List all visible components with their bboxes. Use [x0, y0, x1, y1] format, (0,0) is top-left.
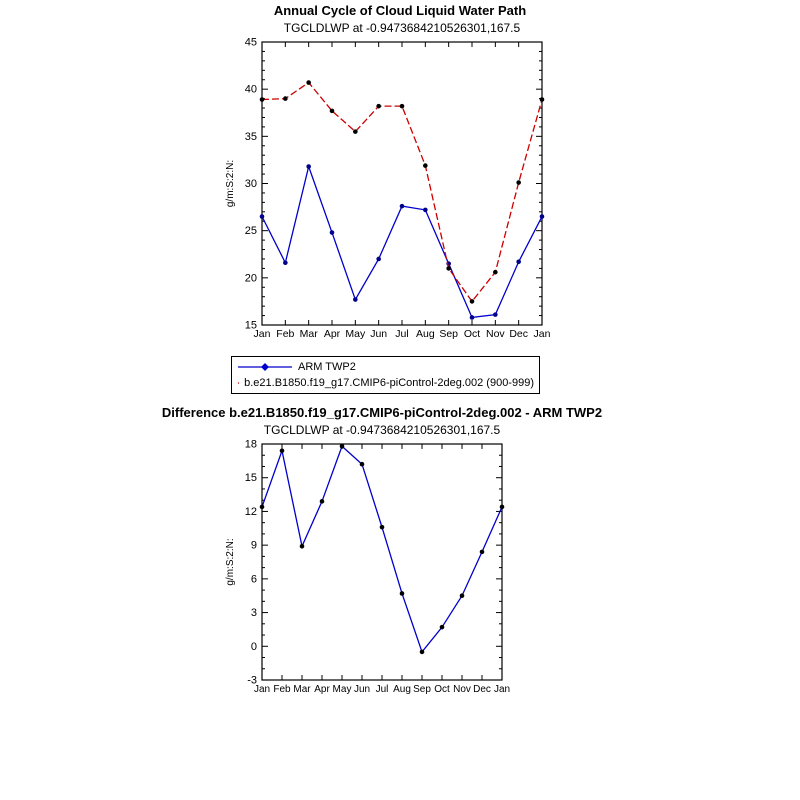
x-tick-label: Jan: [254, 684, 270, 694]
x-tick-label: Mar: [293, 684, 311, 694]
legend-label-arm-twp2: ARM TWP2: [298, 361, 356, 373]
data-point-marker: [493, 312, 498, 317]
data-point-marker: [479, 549, 485, 555]
data-point-marker: [446, 266, 451, 271]
x-tick-label: Jun: [354, 684, 370, 694]
y-tick-label: 9: [251, 540, 257, 552]
x-tick-label: Dec: [509, 328, 528, 340]
y-axis-title: g/m:S:2:N:: [225, 538, 236, 585]
x-tick-label: Feb: [273, 684, 291, 694]
series-line: [261, 445, 503, 654]
legend-row-model: b.e21.B1850.f19_g17.CMIP6-piControl-2deg…: [237, 375, 534, 391]
data-point-marker: [423, 207, 428, 213]
x-tick-label: Dec: [473, 684, 491, 694]
x-tick-label: Aug: [416, 328, 435, 340]
data-point-marker: [329, 230, 335, 235]
y-tick-label: 15: [245, 472, 257, 484]
x-tick-label: Apr: [324, 328, 341, 340]
series-line: [261, 81, 543, 303]
data-point-marker: [539, 214, 545, 219]
x-tick-label: May: [333, 684, 352, 694]
data-point-marker: [279, 448, 285, 454]
data-point-marker: [493, 269, 498, 275]
data-point-marker: [399, 203, 405, 209]
x-tick-label: Jul: [376, 684, 389, 694]
x-tick-label: Aug: [393, 684, 411, 694]
x-tick-label: Mar: [300, 328, 319, 340]
data-point-marker: [399, 103, 405, 109]
data-point-marker: [419, 649, 425, 655]
data-point-marker: [339, 443, 345, 449]
data-point-marker: [259, 504, 265, 510]
y-tick-label: 12: [245, 506, 257, 518]
data-point-marker: [299, 543, 305, 549]
y-axis-title: g/m:S:2:N:: [225, 160, 236, 207]
x-tick-label: Oct: [464, 328, 480, 340]
data-point-marker: [469, 299, 475, 304]
chart1-plot-area: 15 20 25 30 35 40 45 Jan Feb Mar Apr May Jun Jul Aug Se…: [225, 37, 551, 341]
data-point-marker: [259, 97, 265, 102]
y-tick-label: 0: [251, 641, 257, 653]
x-tick-label: Nov: [453, 684, 471, 694]
data-point-marker: [379, 524, 385, 530]
data-point-marker: [376, 103, 381, 109]
x-tick-label: Nov: [486, 328, 505, 340]
y-tick-label: -3: [247, 675, 257, 687]
data-point-marker: [283, 260, 288, 266]
data-point-marker: [259, 214, 265, 219]
y-tick-label: 35: [245, 131, 257, 143]
data-point-marker: [516, 180, 521, 185]
data-point-marker: [539, 97, 545, 102]
x-tick-label: May: [345, 328, 366, 340]
x-tick-label: Jan: [254, 328, 271, 340]
x-tick-label: Sep: [439, 328, 458, 340]
data-point-marker: [516, 259, 521, 265]
series-line: [261, 164, 543, 319]
chart1-subtitle: TGCLDLWP at -0.9473684210526301,167.5: [283, 21, 521, 35]
y-tick-label: 18: [245, 439, 257, 451]
data-point-marker: [439, 624, 445, 630]
y-tick-label: 20: [245, 272, 257, 284]
x-tick-label: Jul: [395, 328, 408, 340]
y-tick-label: 3: [251, 607, 257, 619]
x-tick-label: Jun: [370, 328, 387, 340]
x-tick-label: Apr: [314, 684, 330, 694]
data-point-marker: [376, 256, 381, 262]
legend-row-arm-twp2: ARM TWP2: [237, 359, 534, 375]
data-point-marker: [353, 297, 358, 302]
data-point-marker: [353, 129, 358, 134]
y-tick-label: 25: [245, 225, 257, 237]
y-tick-label: 6: [251, 573, 257, 585]
y-tick-label: 30: [245, 178, 257, 190]
x-tick-label: Sep: [413, 684, 431, 694]
legend-label-model: b.e21.B1850.f19_g17.CMIP6-piControl-2deg…: [244, 377, 534, 389]
data-point-marker: [306, 164, 311, 169]
chart1-title: Annual Cycle of Cloud Liquid Water Path: [273, 3, 527, 18]
data-point-marker: [469, 315, 475, 320]
y-tick-label: 45: [245, 37, 257, 49]
x-tick-label: Jan: [534, 328, 551, 340]
plot-frame: [261, 443, 503, 681]
chart1-legend: ARM TWP2 b.e21.B1850.f19_g17.CMIP6-piCon…: [231, 356, 540, 394]
y-tick-label: 40: [245, 84, 257, 96]
legend-sample-arm-twp2-icon: [238, 363, 292, 371]
data-point-marker: [423, 163, 428, 168]
data-point-marker: [329, 108, 335, 114]
data-point-marker: [459, 593, 465, 599]
x-tick-label: Oct: [434, 684, 450, 694]
chart2-title: Difference b.e21.B1850.f19_g17.CMIP6-piC…: [161, 405, 603, 420]
x-tick-label: Feb: [276, 328, 294, 340]
y-tick-label: 15: [245, 320, 257, 332]
data-point-marker: [283, 96, 288, 101]
data-point-marker: [319, 499, 325, 504]
legend-sample-model-icon: [238, 382, 240, 384]
data-point-marker: [399, 591, 405, 596]
x-tick-label: Jan: [494, 684, 510, 694]
data-point-marker: [499, 504, 505, 510]
chart2-subtitle: TGCLDLWP at -0.9473684210526301,167.5: [263, 423, 501, 437]
data-point-marker: [306, 80, 311, 85]
data-point-marker: [359, 461, 365, 467]
